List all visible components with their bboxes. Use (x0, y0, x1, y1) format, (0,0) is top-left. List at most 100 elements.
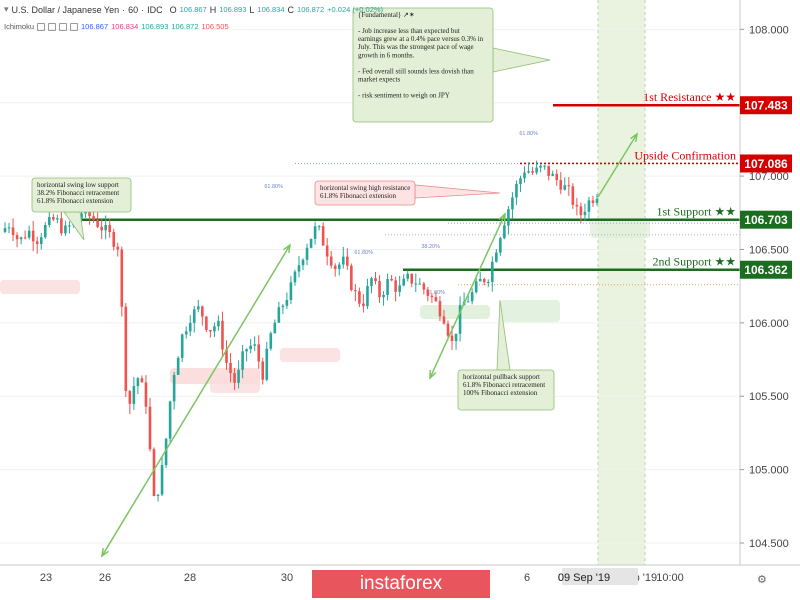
candle-down (11, 227, 15, 236)
visibility-eye-icon[interactable] (37, 22, 46, 31)
candle-down (559, 180, 563, 190)
candle-up (587, 200, 591, 212)
candle-down (430, 295, 434, 298)
candle-up (160, 465, 164, 495)
fundamental-note-text: earnings grew at a 0.4% pace versus 0.3%… (358, 35, 484, 43)
candle-up (132, 386, 136, 404)
fundamental-note-text: - Job increase less than expected but (358, 27, 460, 35)
arrow-head (630, 132, 639, 143)
fib-label: 61.80% (264, 184, 283, 190)
candle-up (180, 334, 184, 358)
candle-up (470, 292, 474, 302)
candle-down (591, 200, 595, 204)
ohlc-c-label: C (287, 4, 295, 15)
candle-down (116, 246, 120, 250)
indicator-value-1: 106.867 (81, 22, 109, 31)
candle-down (148, 406, 152, 450)
candle-up (217, 320, 220, 327)
ichimoku-cloud (500, 300, 560, 322)
candle-down (482, 278, 486, 283)
remove-close-icon[interactable] (59, 22, 68, 31)
candle-down (374, 278, 377, 282)
candle-down (422, 283, 426, 290)
candle-down (531, 171, 534, 173)
candle-down (128, 390, 132, 404)
candle-up (535, 167, 538, 173)
candle-up (7, 227, 11, 229)
pullback-note-box (457, 369, 555, 411)
interval-label[interactable]: 60 (128, 4, 139, 15)
support-2-price: 106.362 (744, 263, 788, 277)
candle-up (507, 209, 510, 226)
candle-up (527, 171, 530, 173)
swing-high-note-box (314, 180, 416, 206)
candle-up (269, 333, 273, 349)
candle-up (176, 357, 180, 375)
candle-down (333, 265, 337, 270)
indicator-name[interactable]: Ichimoku (4, 22, 35, 31)
candle-up (406, 273, 410, 279)
candle-down (350, 265, 353, 291)
settings-gear-icon[interactable] (48, 22, 57, 31)
candle-down (209, 330, 212, 332)
candle-up (458, 305, 462, 334)
y-tick-label: 104.500 (749, 538, 789, 550)
candle-up (245, 349, 248, 352)
chart-settings-gear-icon[interactable]: ⚙ (757, 574, 767, 586)
upside-confirmation-price: 107.086 (744, 157, 788, 171)
candle-down (579, 206, 583, 216)
candle-up (495, 252, 498, 262)
candle-up (595, 199, 599, 204)
candle-up (277, 307, 281, 323)
candle-down (100, 226, 103, 231)
collapse-chevron-icon[interactable]: ▾ (4, 4, 9, 14)
candle-up (241, 351, 244, 370)
indicator-row: Ichimoku 106.867 106.834 106.893 106.872… (4, 22, 229, 31)
resistance-label: 1st Resistance ★★ (643, 90, 736, 104)
change-value: +0.024 (+0.02%) (327, 5, 384, 14)
future-zone (598, 0, 645, 565)
candle-up (56, 218, 59, 220)
ichimoku-cloud (280, 348, 340, 362)
candle-down (410, 273, 414, 284)
more-options-icon[interactable] (70, 22, 79, 31)
candle-up (43, 224, 47, 238)
candle-down (567, 185, 571, 187)
ichimoku-cloud (420, 305, 490, 319)
candle-down (555, 173, 559, 181)
candle-up (341, 256, 345, 265)
candle-up (511, 197, 514, 210)
pullback-note-text: 61.8% Fibonacci retracement (463, 381, 545, 389)
candle-up (64, 225, 67, 234)
indicator-value-5: 106.505 (201, 22, 229, 31)
arrow-head (283, 243, 291, 254)
candle-up (313, 226, 317, 239)
candle-up (19, 237, 23, 240)
symbol-title[interactable]: U.S. Dollar / Japanese Yen (11, 4, 120, 15)
candle-up (197, 306, 200, 310)
swing-low-note-text: 38.2% Fibonacci retracement (37, 189, 119, 197)
pullback-note-text: horizontal pullback support (463, 373, 540, 381)
support-1-label: 1st Support ★★ (656, 205, 736, 219)
candle-down (446, 323, 450, 336)
candle-down (152, 449, 156, 496)
candle-up (478, 278, 482, 282)
support-1-price-tag (740, 210, 792, 229)
candle-up (297, 265, 301, 272)
candle-down (108, 225, 112, 233)
candle-down (229, 362, 232, 374)
candle-down (547, 165, 550, 176)
fundamental-note-text: market expects (358, 75, 400, 83)
candle-up (382, 294, 385, 298)
candle-down (96, 220, 99, 227)
support-1-price: 106.703 (744, 213, 788, 227)
indicator-value-2: 106.834 (111, 22, 139, 31)
swing-high-note-text: horizontal swing high resistance (320, 184, 410, 192)
upside-confirmation-price-tag (740, 154, 792, 173)
candle-up (80, 213, 83, 219)
fib-label: 61.80% (519, 131, 538, 137)
candle-up (398, 285, 401, 292)
exchange-label: IDC (147, 4, 163, 15)
candle-down (120, 249, 124, 307)
